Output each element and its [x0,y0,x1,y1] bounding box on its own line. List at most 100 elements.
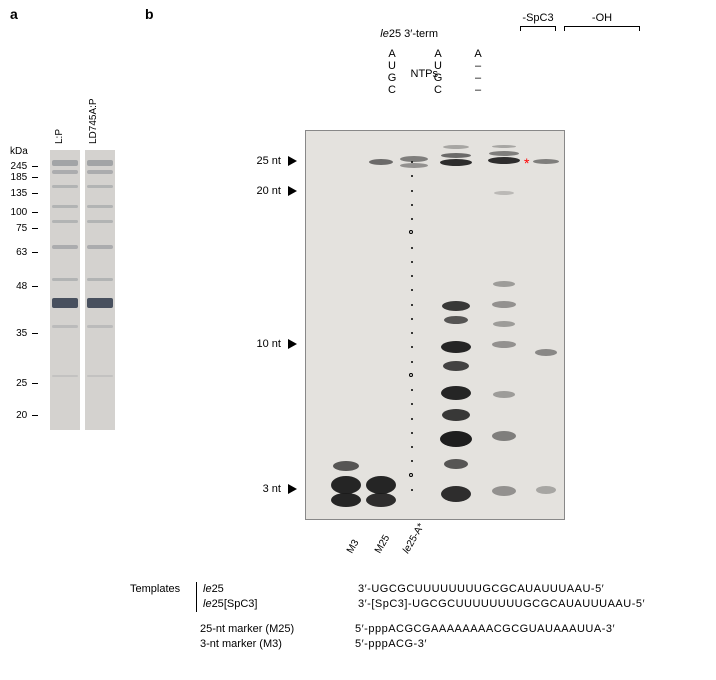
gel-band [87,245,113,249]
size-marker: 3 nt [263,483,298,495]
marker-dot [411,446,413,448]
gel-band [52,220,78,223]
bracket-spc3 [520,26,556,27]
gel-band [87,278,113,281]
gel-band [492,341,516,348]
gel-band [442,301,470,311]
gel-band [87,325,113,328]
marker-dot [411,304,413,306]
gel-band [52,170,78,174]
gel-band [331,493,361,507]
mw-marker: 35 [10,328,38,339]
kda-label: kDa [10,146,28,157]
marker-dot [411,318,413,320]
gel-band [52,205,78,208]
gel-band [443,145,469,149]
gel-band [52,325,78,328]
gel-band [52,245,78,249]
marker-dot [411,432,413,434]
lane-bottom-label: M25 [373,533,392,555]
gel-lane-2 [85,150,115,430]
gel-band [87,298,113,308]
marker-dot [411,418,413,420]
mw-marker: 245 [10,161,38,172]
gel-band [441,341,471,353]
lane-label-lp: L:P [54,129,65,144]
ntp-column: A––– [468,48,488,96]
bracket-oh [564,26,640,27]
templates-heading: Templates [130,582,200,597]
templates-section: Templates le253′-UGCGCUUUUUUUUGCGCAUAUUU… [130,582,645,652]
marker-row: 3-nt marker (M3)5′-pppACG-3′ [200,637,645,652]
gel-band [369,159,393,165]
gel-band [533,159,559,164]
lane-bottom-label: le25-A* [401,522,427,556]
marker-dot [411,332,413,334]
marker-dot [409,473,413,477]
marker-dot [409,373,413,377]
template-row: le253′-UGCGCUUUUUUUUGCGCAUAUUUAAU-5′ [203,582,645,597]
gel-band [400,156,428,162]
mw-marker: 100 [10,207,38,218]
gel-band [366,476,396,494]
gel-band [441,486,471,502]
gel-band [489,151,519,156]
marker-dot [411,204,413,206]
gel-band [52,160,78,166]
gel-band [488,157,520,164]
template-row: le25[SpC3]3′-[SpC3]-UGCGCUUUUUUUUGCGCAUA… [203,597,645,612]
gel-band [444,316,468,324]
gel-band [493,281,515,287]
lane-label-ld745a: LD745A:P [88,98,99,144]
size-marker: 25 nt [256,155,298,167]
gel-band [494,191,514,195]
gel-band [331,476,361,494]
marker-dot [409,230,413,234]
marker-dot [411,346,413,348]
marker-dot [411,361,413,363]
marker-dot [411,489,413,491]
gel-band [440,431,472,447]
gel-band [52,375,78,377]
marker-dot [411,175,413,177]
gel-band [87,170,113,174]
ntp-column: AUGC [428,48,448,96]
marker-dot [411,389,413,391]
header-le25-term: le25 3′-term [338,28,438,40]
mw-marker: 135 [10,188,38,199]
marker-dot [411,218,413,220]
size-marker: 20 nt [256,185,298,197]
marker-row: 25-nt marker (M25)5′-pppACGCGAAAAAAAACGC… [200,622,645,637]
mw-marker: 185 [10,172,38,183]
gel-band [87,205,113,208]
gel-band [87,160,113,166]
gel-band [441,153,471,158]
gel-band [366,493,396,507]
gel-band [492,431,516,441]
mw-marker: 63 [10,247,38,258]
marker-dot [411,289,413,291]
panel-b-label: b [145,6,154,22]
marker-dot [411,247,413,249]
gel-band [492,486,516,496]
gel-band [52,185,78,188]
mw-marker: 75 [10,223,38,234]
label-spc3: -SpC3 [520,12,556,24]
gel-band [493,321,515,327]
gel-band [87,185,113,188]
marker-dot [411,403,413,405]
mw-marker: 48 [10,281,38,292]
panel-a-label: a [10,6,18,22]
gel-band [444,459,468,469]
gel-band [443,361,469,371]
mw-marker: 25 [10,378,38,389]
gel-band [442,409,470,421]
gel-band [400,163,428,168]
marker-dot [411,261,413,263]
gel-band [440,159,472,166]
gel-band [52,278,78,281]
size-marker: 10 nt [256,338,298,350]
gel-band [492,301,516,308]
gel-band [87,375,113,377]
gel-band [535,349,557,356]
